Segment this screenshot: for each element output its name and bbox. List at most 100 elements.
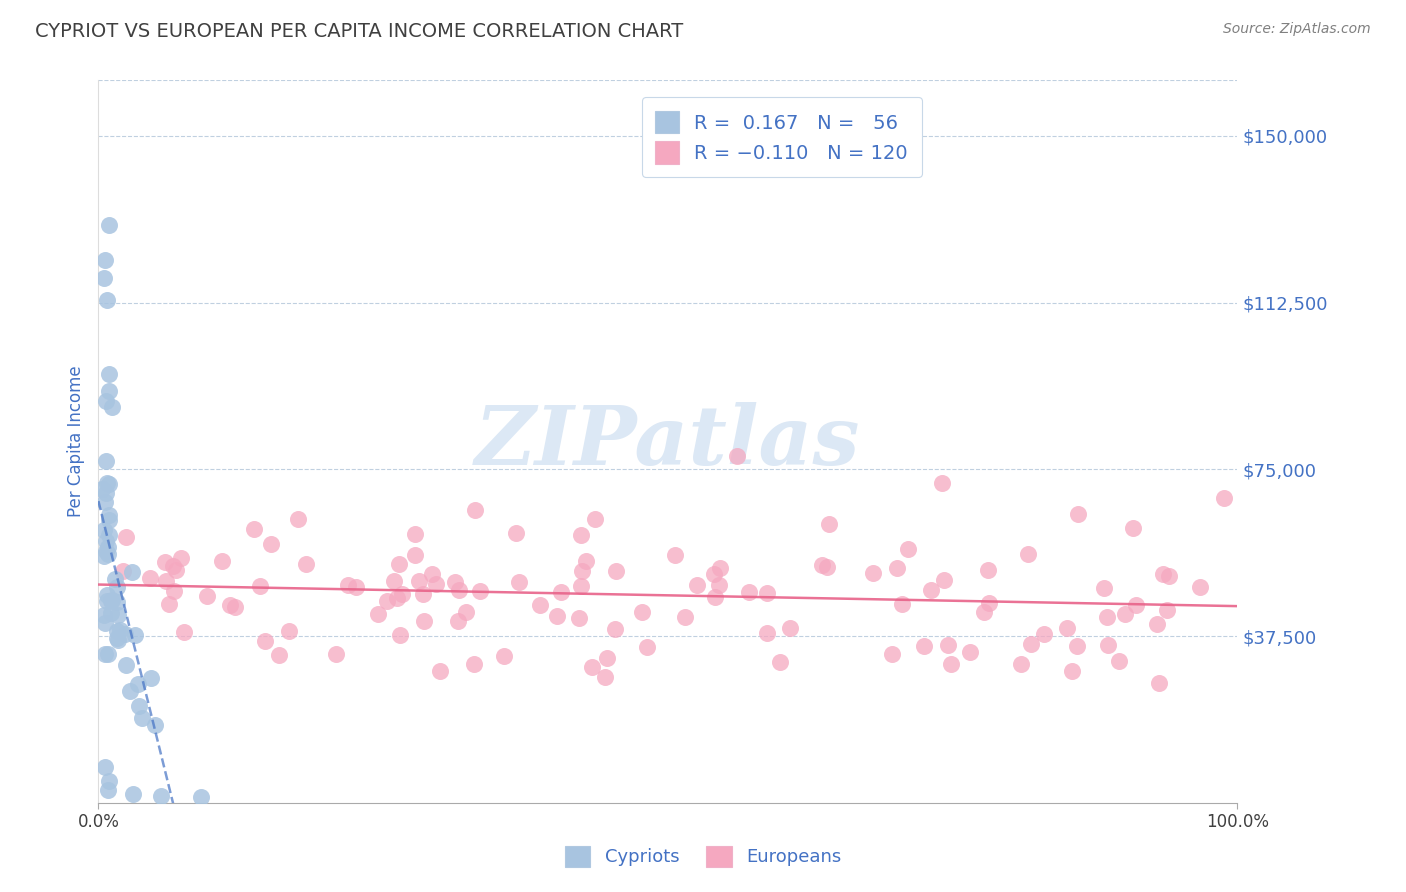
Point (96, 475, 118, 490)
Point (344, 580, 367, 594)
Point (862, 566, 884, 581)
Point (97, 384, 120, 399)
Point (155, 574, 177, 588)
Point (408, 574, 430, 588)
Point (880, 647, 903, 661)
Point (105, 595, 128, 609)
Point (150, 789, 173, 804)
Point (818, 516, 841, 531)
Point (550, 585, 572, 599)
Point (98, 368, 121, 382)
Point (128, 698, 150, 713)
Point (976, 563, 998, 577)
Point (388, 628, 411, 642)
Point (94, 544, 117, 558)
Point (464, 503, 486, 517)
Point (811, 558, 834, 572)
Point (1066, 639, 1088, 653)
Legend: Cypriots, Europeans: Cypriots, Europeans (558, 838, 848, 874)
Point (118, 684, 141, 698)
Point (94, 253, 117, 268)
Point (105, 580, 128, 594)
Point (429, 664, 451, 678)
Point (463, 657, 485, 671)
Point (936, 638, 959, 652)
Point (1060, 664, 1083, 678)
Point (979, 596, 1001, 610)
Point (886, 561, 908, 575)
Point (269, 648, 291, 662)
Point (107, 608, 129, 623)
Point (412, 614, 434, 628)
Point (494, 648, 516, 663)
Text: ZIPatlas: ZIPatlas (475, 401, 860, 482)
Point (325, 647, 347, 661)
Point (756, 585, 779, 599)
Point (575, 554, 598, 568)
Point (932, 573, 955, 587)
Point (725, 449, 748, 463)
Point (121, 565, 143, 579)
Point (707, 578, 730, 592)
Point (295, 558, 318, 572)
Point (890, 598, 912, 612)
Point (94, 533, 117, 548)
Point (769, 655, 792, 669)
Point (1092, 581, 1115, 595)
Point (1067, 507, 1090, 521)
Point (703, 567, 725, 582)
Point (412, 587, 434, 601)
Point (173, 625, 195, 640)
Legend: R =  0.167   N =   56, R = −0.110   N = 120: R = 0.167 N = 56, R = −0.110 N = 120 (643, 97, 921, 178)
Point (96, 293, 118, 308)
Point (157, 598, 180, 612)
Point (568, 611, 591, 625)
Point (636, 640, 658, 654)
Point (508, 575, 530, 590)
Point (98, 218, 121, 232)
Point (1095, 609, 1118, 624)
Point (97, 773, 120, 788)
Point (1156, 603, 1178, 617)
Point (143, 717, 166, 731)
Point (101, 400, 124, 414)
Point (387, 591, 409, 605)
Point (107, 632, 129, 647)
Point (166, 563, 188, 577)
Point (912, 640, 935, 654)
Point (1157, 568, 1180, 582)
Point (382, 574, 405, 588)
Point (115, 658, 138, 673)
Point (1125, 598, 1147, 612)
Point (94, 647, 117, 661)
Point (939, 657, 962, 671)
Point (1152, 566, 1174, 581)
Point (931, 475, 953, 490)
Point (105, 624, 128, 639)
Point (224, 600, 246, 615)
Point (1147, 675, 1170, 690)
Point (94, 615, 117, 630)
Point (93, 271, 115, 285)
Point (97, 648, 120, 662)
Point (124, 627, 146, 641)
Point (1021, 638, 1043, 652)
Point (569, 579, 592, 593)
Point (1097, 639, 1119, 653)
Point (1213, 491, 1236, 505)
Point (249, 579, 271, 593)
Point (96, 783, 118, 797)
Point (94, 494, 117, 508)
Point (96, 588, 118, 602)
Point (631, 605, 654, 619)
Point (121, 787, 143, 801)
Point (593, 671, 616, 685)
Point (1108, 654, 1130, 668)
Point (367, 607, 389, 621)
Point (664, 548, 686, 562)
Point (973, 605, 995, 619)
Point (391, 587, 413, 601)
Point (1056, 621, 1078, 635)
Point (673, 610, 696, 624)
Point (738, 585, 761, 599)
